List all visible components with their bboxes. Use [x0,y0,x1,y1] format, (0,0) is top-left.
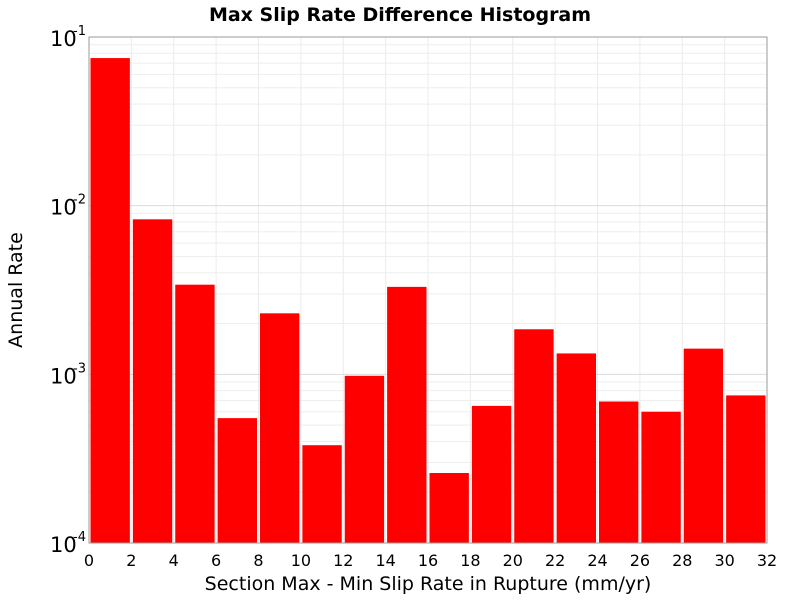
histogram-bar [90,58,130,544]
y-tick-exponent: -4 [73,530,86,545]
histogram-bar [726,395,766,543]
x-tick-label: 4 [169,551,179,570]
x-tick-label: 18 [460,551,480,570]
y-tick-label: 10 [50,27,77,51]
y-tick-label: 10 [50,196,77,220]
histogram-bar [471,405,512,543]
x-tick-label: 2 [126,551,136,570]
y-tick-label: 10 [50,533,77,557]
x-tick-label: 6 [211,551,221,570]
histogram-bar [641,411,681,543]
y-tick-label: 10 [50,364,77,388]
x-tick-label: 32 [757,551,777,570]
y-tick-exponent: -2 [73,193,86,208]
y-axis-ticks: 10-410-310-210-1 [50,24,86,557]
x-axis-label: Section Max - Min Slip Rate in Rupture (… [205,573,652,595]
y-tick-exponent: -3 [73,361,86,376]
x-tick-label: 28 [672,551,692,570]
x-tick-label: 22 [545,551,565,570]
x-tick-label: 24 [587,551,607,570]
x-tick-label: 26 [630,551,650,570]
x-tick-label: 30 [714,551,734,570]
histogram-bar [344,375,385,543]
histogram-bar [217,418,257,543]
x-axis-ticks: 0 2 4 6 8 10 12 14 16 18 20 22 24 26 28 30 32 [84,551,777,570]
histogram-bar [514,329,554,543]
x-tick-label: 10 [291,551,311,570]
x-tick-label: 0 [84,551,94,570]
histogram-bar [599,401,639,543]
x-tick-label: 14 [375,551,395,570]
x-tick-label: 20 [503,551,523,570]
histogram-bar [387,286,427,543]
y-axis-label: Annual Rate [5,232,27,348]
histogram-bar [302,445,342,543]
x-tick-label: 8 [253,551,263,570]
chart-title: Max Slip Rate Difference Histogram [209,4,591,26]
y-tick-exponent: -1 [73,24,86,39]
histogram-bar [132,219,173,543]
histogram-bar [683,348,724,543]
histogram-bar [556,353,596,543]
x-tick-label: 16 [418,551,438,570]
histogram-bar [175,284,215,543]
x-tick-label: 12 [333,551,353,570]
histogram-bar [429,473,469,543]
histogram-bar [260,313,300,543]
bars [90,58,766,544]
plot-border [88,36,768,544]
